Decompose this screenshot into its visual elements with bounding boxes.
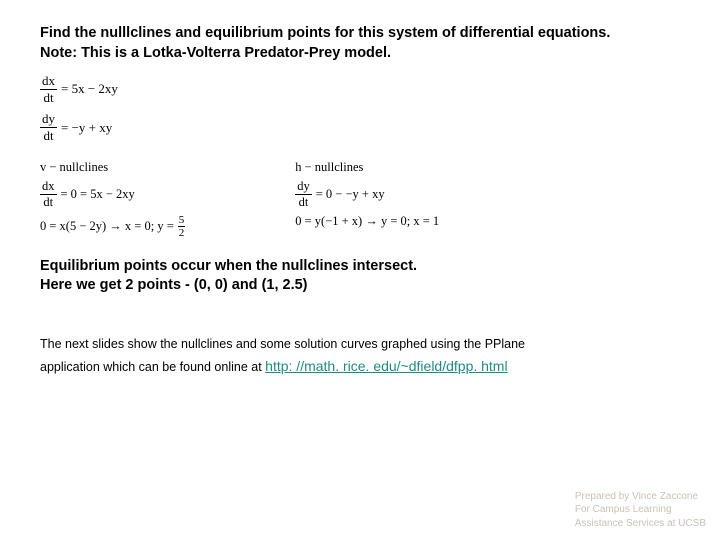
h-null-eq1: dydt = 0 − −y + xy <box>295 179 439 210</box>
mid-line2: Here we get 2 points - (0, 0) and (1, 2.… <box>40 277 308 293</box>
mid-line1: Equilibrium points occur when the nullcl… <box>40 258 417 274</box>
v-null-frac: 52 <box>178 214 186 239</box>
frac-d: 2 <box>178 227 186 239</box>
dy: dy <box>40 111 57 128</box>
h-nullclines: h − nullclines dydt = 0 − −y + xy 0 = y(… <box>295 156 439 243</box>
ode-system: dxdt = 5x − 2xy dydt = −y + xy <box>40 73 680 143</box>
pplane-link[interactable]: http: //math. rice. edu/~dfield/dfpp. ht… <box>265 358 507 374</box>
equilibrium-text: Equilibrium points occur when the nullcl… <box>40 257 680 296</box>
ode2: dydt = −y + xy <box>40 111 680 143</box>
v-nullclines: v − nullclines dxdt = 0 = 5x − 2xy 0 = x… <box>40 156 185 243</box>
heading-line1: Find the nulllclines and equilibrium poi… <box>40 25 610 41</box>
h-null-eq1-rhs: = 0 − −y + xy <box>316 187 385 202</box>
v-null-eq2: 0 = x(5 − 2y) → x = 0; y = 52 <box>40 214 185 239</box>
dy2: dy <box>295 179 312 195</box>
frac-n: 5 <box>178 214 186 227</box>
dt: dt <box>40 90 57 106</box>
nullcline-columns: v − nullclines dxdt = 0 = 5x − 2xy 0 = x… <box>40 156 680 243</box>
v-null-eq1-rhs: = 0 = 5x − 2xy <box>61 187 135 202</box>
ode1: dxdt = 5x − 2xy <box>40 73 680 105</box>
heading: Find the nulllclines and equilibrium poi… <box>40 24 680 63</box>
h-null-eq2: 0 = y(−1 + x) → y = 0; x = 1 <box>295 214 439 229</box>
v-null-eq1: dxdt = 0 = 5x − 2xy <box>40 179 185 210</box>
footer-line2: For Campus Learning <box>575 503 706 517</box>
v-null-title: v − nullclines <box>40 160 185 175</box>
footer-line1: Prepared by Vince Zaccone <box>575 490 706 504</box>
footnote-text: The next slides show the nullclines and … <box>40 334 680 379</box>
dx2: dx <box>40 179 57 195</box>
dt2: dt <box>40 128 57 144</box>
small-line1: The next slides show the nullclines and … <box>40 337 525 351</box>
heading-line2: Note: This is a Lotka-Volterra Predator-… <box>40 45 391 61</box>
footer-line3: Assistance Services at UCSB <box>575 517 706 531</box>
dt3: dt <box>40 195 57 210</box>
dt4: dt <box>295 195 312 210</box>
v-null-eq2-text: 0 = x(5 − 2y) → x = 0; y = <box>40 219 174 234</box>
small-line2a: application which can be found online at <box>40 360 265 374</box>
h-null-title: h − nullclines <box>295 160 439 175</box>
dx: dx <box>40 73 57 90</box>
ode1-rhs: = 5x − 2xy <box>61 81 118 97</box>
ode2-rhs: = −y + xy <box>61 120 112 136</box>
attribution-footer: Prepared by Vince Zaccone For Campus Lea… <box>575 490 706 531</box>
